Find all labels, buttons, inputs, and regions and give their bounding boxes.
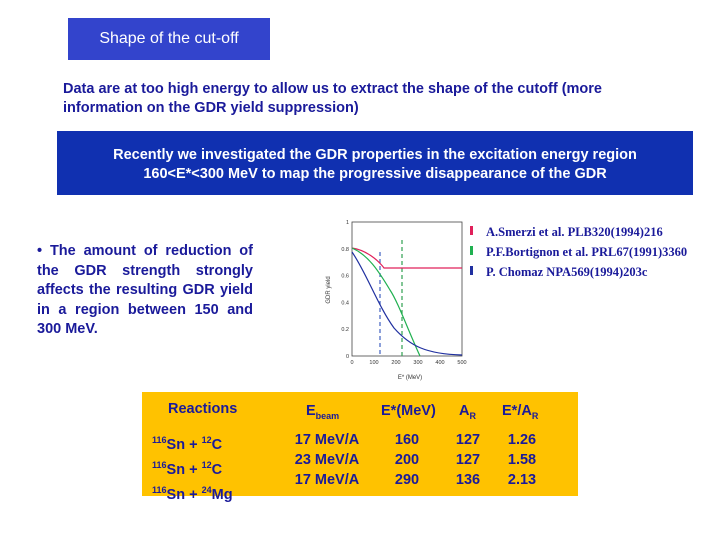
- bullet-text: The amount of reduction of the GDR stren…: [37, 243, 253, 337]
- header-estar-ar-sub: R: [531, 410, 539, 421]
- slide-title: Shape of the cut-off: [68, 18, 270, 60]
- col-reactions: 116Sn + 12C 116Sn + 12C 116Sn + 24Mg: [152, 430, 262, 504]
- curve-smerzi: [351, 247, 462, 269]
- header-ebeam: Ebeam: [306, 403, 339, 421]
- x-tick-label: 500: [457, 360, 466, 366]
- y-tick-label: 0.4: [341, 300, 349, 306]
- element: Sn: [166, 436, 186, 453]
- plot-legend: A.Smerzi et al. PLB320(1994)216 P.F.Bort…: [466, 222, 720, 282]
- banner-line-2: 160<E*<300 MeV to map the progressive di…: [143, 166, 607, 182]
- x-tick-label: 0: [350, 360, 353, 366]
- ratio-cell: 1.58: [507, 452, 537, 468]
- plus: +: [185, 436, 202, 453]
- col-ratio: 1.26 1.58 2.13: [500, 430, 544, 490]
- header-estar: E*(MeV): [381, 403, 436, 419]
- header-ar: AR: [459, 403, 476, 421]
- x-tick-label: 400: [435, 360, 444, 366]
- element: Mg: [211, 486, 233, 503]
- x-tick-label: 100: [369, 360, 378, 366]
- legend-label: P. Chomaz NPA569(1994)203c: [486, 265, 648, 279]
- header-ar-sub: R: [469, 410, 476, 421]
- element: C: [211, 436, 223, 453]
- curve-bortignon: [351, 247, 421, 357]
- legend-item-chomaz: P. Chomaz NPA569(1994)203c: [466, 262, 720, 282]
- col-ebeam: 17 MeV/A 23 MeV/A 17 MeV/A: [282, 430, 372, 490]
- y-tick-label: 0.2: [341, 327, 349, 333]
- plot-background: [318, 210, 476, 382]
- banner-line-1: Recently we investigated the GDR propert…: [113, 147, 637, 163]
- ar-cell: 136: [455, 472, 481, 488]
- header-estar-ar: E*/AR: [502, 403, 538, 421]
- curve-chomaz: [351, 251, 463, 356]
- y-tick-label: 0.8: [341, 247, 349, 253]
- reaction-cell: 116Sn + 12C: [152, 455, 262, 480]
- mass-number: 24: [201, 484, 212, 495]
- ebeam-cell: 17 MeV/A: [294, 472, 360, 488]
- estar-cell: 290: [394, 472, 420, 488]
- plot-frame: [351, 221, 463, 357]
- ar-cell: 127: [455, 432, 481, 448]
- header-ebeam-sub: beam: [315, 410, 340, 421]
- gdr-yield-plot: GDR yield 1 0.8 0.6 0.4 0.2 0 0 100 200 300 400 50…: [318, 210, 476, 382]
- legend-label: P.F.Bortignon et al. PRL67(1991)3360: [486, 245, 688, 259]
- x-tick-label: 300: [413, 360, 422, 366]
- y-tick-label: 0.6: [341, 274, 349, 280]
- reaction-cell: 116Sn + 24Mg: [152, 480, 262, 505]
- mass-number: 116: [152, 484, 167, 495]
- y-tick-label: 1: [346, 220, 349, 226]
- mass-number: 12: [201, 459, 212, 470]
- header-reactions: Reactions: [168, 401, 238, 417]
- legend-swatch-bortignon: [470, 246, 473, 255]
- plus: +: [185, 461, 202, 478]
- col-estar: 160 200 290: [387, 430, 427, 490]
- ebeam-cell: 17 MeV/A: [294, 432, 360, 448]
- reactions-table: Reactions Ebeam E*(MeV) AR E*/AR 116Sn +…: [142, 392, 578, 502]
- legend-swatch-smerzi: [470, 226, 473, 235]
- y-tick-label: 0: [346, 354, 349, 360]
- legend-label: A.Smerzi et al. PLB320(1994)216: [486, 225, 663, 239]
- intro-text: Data are at too high energy to allow us …: [63, 81, 602, 116]
- estar-cell: 160: [394, 432, 420, 448]
- element: Sn: [166, 461, 186, 478]
- header-ar-main: A: [459, 403, 470, 419]
- banner-background: [57, 131, 693, 195]
- legend-item-smerzi: A.Smerzi et al. PLB320(1994)216: [466, 222, 720, 242]
- header-ebeam-main: E: [306, 403, 316, 419]
- header-estar-ar-main: E*/A: [502, 403, 532, 419]
- ratio-cell: 1.26: [507, 432, 537, 448]
- legend-item-bortignon: P.F.Bortignon et al. PRL67(1991)3360: [466, 242, 720, 262]
- plus: +: [185, 486, 202, 503]
- ratio-cell: 2.13: [507, 472, 537, 488]
- reaction-cell: 116Sn + 12C: [152, 430, 262, 455]
- x-tick-label: 200: [391, 360, 400, 366]
- legend-swatch-chomaz: [470, 266, 473, 275]
- plot-xlabel: E* (MeV): [398, 375, 422, 381]
- ar-cell: 127: [455, 452, 481, 468]
- plot-ylabel: GDR yield: [326, 276, 332, 303]
- mass-number: 12: [201, 435, 212, 445]
- bullet-paragraph: • The amount of reduction of the GDR str…: [37, 243, 253, 337]
- element: C: [211, 461, 223, 478]
- mass-number: 116: [152, 435, 167, 445]
- banner-text: Recently we investigated the GDR propert…: [57, 146, 693, 184]
- mass-number: 116: [152, 459, 167, 470]
- element: Sn: [166, 486, 186, 503]
- ebeam-cell: 23 MeV/A: [294, 452, 360, 468]
- col-ar: 127 127 136: [448, 430, 488, 490]
- estar-cell: 200: [394, 452, 420, 468]
